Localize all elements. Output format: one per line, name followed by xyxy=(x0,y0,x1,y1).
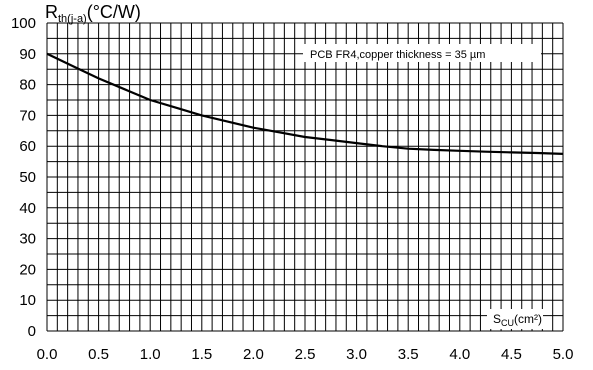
x-tick-label: 1.0 xyxy=(140,346,161,363)
y-tick-label: 100 xyxy=(11,15,36,32)
y-axis-label-sub: th(j-a) xyxy=(58,13,87,25)
y-tick-label: 20 xyxy=(19,261,36,278)
x-tick-label: 3.5 xyxy=(398,346,419,363)
y-tick-label: 10 xyxy=(19,292,36,309)
y-tick-label: 40 xyxy=(19,200,36,217)
y-tick-label: 60 xyxy=(19,138,36,155)
tick-labels: 0.0 0.5 1.0 1.5 2.0 2.5 3.0 3.5 4.0 4.5 5.0 0 10 20 30… xyxy=(11,15,573,363)
x-axis-label-main: S xyxy=(493,312,501,326)
svg-text:SCU(cm²): SCU(cm²) xyxy=(493,312,542,328)
svg-text:Rth(j-a)(°C/W): Rth(j-a)(°C/W) xyxy=(45,2,141,25)
y-axis-label: Rth(j-a)(°C/W) xyxy=(45,2,141,25)
annotation-text: PCB FR4,copper thickness = 35 µm xyxy=(310,49,485,61)
grid xyxy=(46,22,564,332)
x-tick-label: 0.5 xyxy=(88,346,109,363)
x-tick-label: 5.0 xyxy=(553,346,574,363)
y-tick-label: 50 xyxy=(19,169,36,186)
x-axis-label-unit: (cm²) xyxy=(514,312,542,326)
x-axis-label-sub: CU xyxy=(501,318,514,328)
x-tick-label: 2.5 xyxy=(295,346,316,363)
y-tick-label: 0 xyxy=(28,323,36,340)
x-tick-label: 3.0 xyxy=(346,346,367,363)
x-tick-label: 4.0 xyxy=(449,346,470,363)
x-axis-label: SCU(cm²) xyxy=(487,309,543,329)
rth-curve xyxy=(46,52,564,155)
y-tick-label: 70 xyxy=(19,107,36,124)
y-tick-label: 90 xyxy=(19,46,36,63)
x-tick-label: 4.5 xyxy=(501,346,522,363)
x-tick-label: 2.0 xyxy=(243,346,264,363)
y-axis-label-main: R xyxy=(45,2,58,22)
annotation: PCB FR4,copper thickness = 35 µm xyxy=(303,44,541,62)
y-axis-label-unit: (°C/W) xyxy=(87,2,141,22)
x-tick-label: 0.0 xyxy=(37,346,58,363)
x-tick-label: 1.5 xyxy=(191,346,212,363)
y-tick-label: 30 xyxy=(19,231,36,248)
y-tick-label: 80 xyxy=(19,77,36,94)
